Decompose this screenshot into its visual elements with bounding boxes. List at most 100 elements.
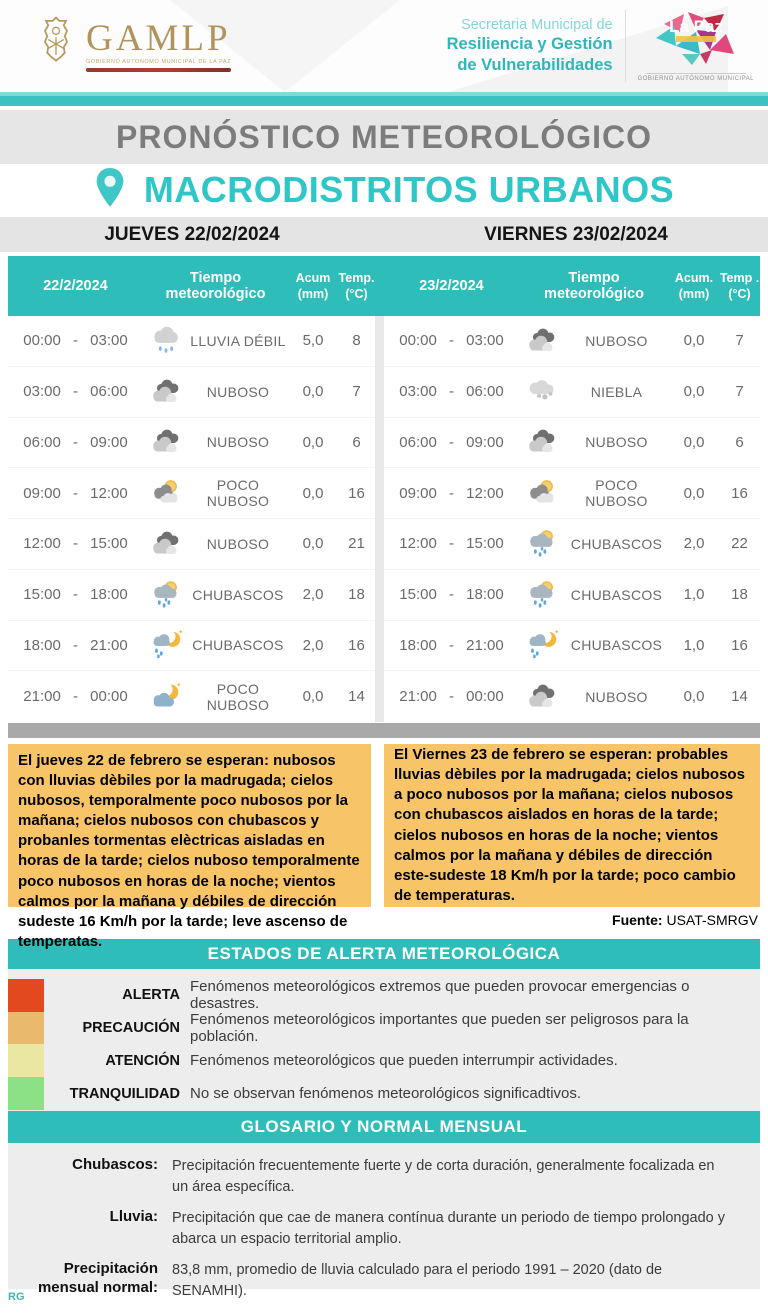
alert-level-description: No se observan fenómenos meteorológicos … bbox=[190, 1085, 582, 1102]
source-line: Fuente: USAT-SMRGV bbox=[10, 912, 758, 931]
glossary-term: Chubascos: bbox=[72, 1156, 158, 1173]
temp-value: 6 bbox=[352, 433, 361, 451]
condition-label: CHUBASCOS bbox=[192, 637, 284, 654]
forecast-row: 15:00 - 18:00 CHUBASCOS 2,0 18 bbox=[8, 570, 375, 621]
condition-label: NUBOSO bbox=[585, 434, 648, 451]
glossary-row: Chubascos: Precipitación frecuentemente f… bbox=[8, 1151, 760, 1203]
time-range: 15:00 - 18:00 bbox=[23, 586, 128, 604]
clouds-icon bbox=[143, 527, 188, 561]
alert-level-row: PRECAUCIÓN Fenómenos meteorológicos impor… bbox=[8, 1011, 760, 1045]
forecast-row: 15:00 - 18:00 CHUBASCOS 1,0 18 bbox=[384, 570, 760, 621]
forecast-row: 06:00 - 09:00 NUBOSO 0,0 6 bbox=[384, 418, 760, 469]
acum-value: 0,0 bbox=[683, 433, 705, 451]
condition-label: NIEBLA bbox=[590, 383, 643, 400]
condition-label: CHUBASCOS bbox=[570, 586, 663, 603]
svg-text:La Paz: La Paz bbox=[669, 17, 723, 36]
alert-color-swatch bbox=[8, 1044, 44, 1077]
alert-color-swatch bbox=[8, 1077, 44, 1110]
forecast-table-friday: 00:00 - 03:00 NUBOSO 0,0 7 03:00 - 06:00 NIEB… bbox=[384, 316, 760, 722]
acum-value: 0,0 bbox=[683, 484, 705, 502]
condition-label: NUBOSO bbox=[585, 688, 648, 705]
subtitle-row: MACRODISTRITOS URBANOS bbox=[0, 164, 768, 216]
alert-color-swatch bbox=[8, 1011, 44, 1045]
forecast-row: 06:00 - 09:00 NUBOSO 0,0 6 bbox=[8, 418, 375, 469]
condition-label: NUBOSO bbox=[206, 434, 270, 451]
time-range: 18:00 - 21:00 bbox=[399, 636, 504, 654]
acum-value: 0,0 bbox=[302, 484, 324, 502]
temp-value: 7 bbox=[735, 332, 744, 350]
temp-value: 7 bbox=[352, 383, 361, 401]
acum-value: 0,0 bbox=[302, 383, 324, 401]
condition-label: LLUVIA DÉBIL bbox=[190, 332, 286, 349]
teal-band bbox=[0, 92, 768, 106]
gamlp-subtitle: GOBIERNO AUTONOMO MUNICIPAL DE LA PAZ bbox=[86, 59, 232, 65]
lapaz-subtitle: GOBIERNO AUTÓNOMO MUNICIPAL bbox=[637, 76, 754, 82]
date-band: JUEVES 22/02/2024 VIERNES 23/02/2024 bbox=[0, 217, 768, 252]
alerts-panel: ALERTA Fenómenos meteorológicos extremos … bbox=[8, 969, 760, 1111]
temp-value: 16 bbox=[348, 636, 365, 654]
moon-clouds-icon bbox=[143, 680, 188, 714]
table-header: 22/2/2024 Tiempo meteorológico Acum (mm) … bbox=[8, 256, 760, 316]
time-range: 12:00 - 15:00 bbox=[23, 535, 128, 553]
temp-value: 18 bbox=[731, 586, 748, 604]
alert-level-label: ATENCIÓN bbox=[105, 1052, 180, 1069]
rain-cloud-icon bbox=[143, 324, 188, 358]
day-label-friday: VIERNES 23/02/2024 bbox=[484, 223, 668, 245]
column-header-temp: Temp . (°C) bbox=[719, 270, 760, 301]
glossary-definition: Precipitación que cae de manera contínua… bbox=[172, 1210, 725, 1248]
column-header-temp: Temp. (°C) bbox=[338, 270, 375, 301]
forecast-table-thursday: 00:00 - 03:00 LLUVIA DÉBIL 5,0 8 03:00 - 06:… bbox=[8, 316, 375, 722]
time-range: 06:00 - 09:00 bbox=[23, 433, 128, 451]
column-header-acum: Acum. (mm) bbox=[674, 270, 714, 301]
summaries: El jueves 22 de febrero se esperan: nubo… bbox=[8, 744, 760, 950]
day-label-thursday: JUEVES 22/02/2024 bbox=[104, 223, 280, 245]
time-range: 00:00 - 03:00 bbox=[23, 332, 128, 350]
glossary-title-band: GLOSARIO Y NORMAL MENSUAL bbox=[8, 1111, 760, 1143]
acum-value: 1,0 bbox=[683, 586, 705, 604]
gamlp-logo: GAMLP GOBIERNO AUTONOMO MUNICIPAL DE LA … bbox=[34, 15, 232, 78]
condition-label: CHUBASCOS bbox=[570, 535, 663, 552]
acum-value: 5,0 bbox=[302, 332, 324, 350]
summary-thursday: El jueves 22 de febrero se esperan: nubo… bbox=[8, 744, 371, 950]
temp-value: 16 bbox=[731, 484, 748, 502]
sun-cloud-icon bbox=[519, 476, 564, 510]
header-divider bbox=[624, 10, 626, 82]
column-header-tiempo: Tiempo meteorológico bbox=[165, 270, 266, 302]
temp-value: 8 bbox=[352, 332, 361, 350]
acum-value: 0,0 bbox=[302, 433, 324, 451]
forecast-row: 03:00 - 06:00 NIEBLA 0,0 7 bbox=[384, 367, 760, 418]
temp-value: 6 bbox=[735, 433, 744, 451]
alert-level-row: TRANQUILIDAD No se observan fenómenos met… bbox=[8, 1077, 760, 1110]
condition-label: POCO NUBOSO bbox=[585, 477, 648, 510]
gamlp-ribbon bbox=[86, 68, 232, 72]
condition-label: POCO NUBOSO bbox=[206, 680, 270, 713]
page-title: PRONÓSTICO METEOROLÓGICO bbox=[115, 118, 652, 155]
forecast-row: 00:00 - 03:00 NUBOSO 0,0 7 bbox=[384, 316, 760, 367]
forecast-tables: 22/2/2024 Tiempo meteorológico Acum (mm) … bbox=[8, 256, 760, 722]
acum-value: 0,0 bbox=[683, 383, 705, 401]
secretaria-line3: de Vulnerabilidades bbox=[457, 56, 613, 75]
column-header-acum: Acum (mm) bbox=[295, 270, 331, 301]
forecast-row: 18:00 - 21:00 CHUBASCOS 1,0 16 bbox=[384, 621, 760, 672]
glossary-row: Lluvia: Precipitación que cae de manera c… bbox=[8, 1203, 760, 1255]
title-band: PRONÓSTICO METEOROLÓGICO bbox=[0, 110, 768, 164]
source-value: USAT-SMRGV bbox=[662, 912, 758, 928]
column-header-date: 22/2/2024 bbox=[43, 278, 108, 294]
forecast-row: 03:00 - 06:00 NUBOSO 0,0 7 bbox=[8, 367, 375, 418]
time-range: 18:00 - 21:00 bbox=[23, 636, 128, 654]
forecast-row: 12:00 - 15:00 NUBOSO 0,0 21 bbox=[8, 519, 375, 570]
alert-color-swatch bbox=[8, 978, 44, 1012]
acum-value: 1,0 bbox=[683, 636, 705, 654]
author-initials: RG bbox=[8, 1291, 25, 1303]
condition-label: CHUBASCOS bbox=[570, 637, 663, 654]
forecast-row: 21:00 - 00:00 NUBOSO 0,0 14 bbox=[384, 671, 760, 722]
time-range: 09:00 - 12:00 bbox=[23, 484, 128, 502]
summary-friday: El Viernes 23 de febrero se esperan: pro… bbox=[384, 744, 760, 907]
condition-label: NUBOSO bbox=[585, 332, 648, 349]
glossary-definition: Precipitación frecuentemente fuerte y de… bbox=[172, 1158, 715, 1196]
forecast-row: 12:00 - 15:00 CHUBASCOS 2,0 22 bbox=[384, 519, 760, 570]
gamlp-crest-icon bbox=[34, 15, 78, 78]
lapaz-divider bbox=[645, 73, 746, 74]
header: GAMLP GOBIERNO AUTONOMO MUNICIPAL DE LA … bbox=[0, 0, 768, 92]
